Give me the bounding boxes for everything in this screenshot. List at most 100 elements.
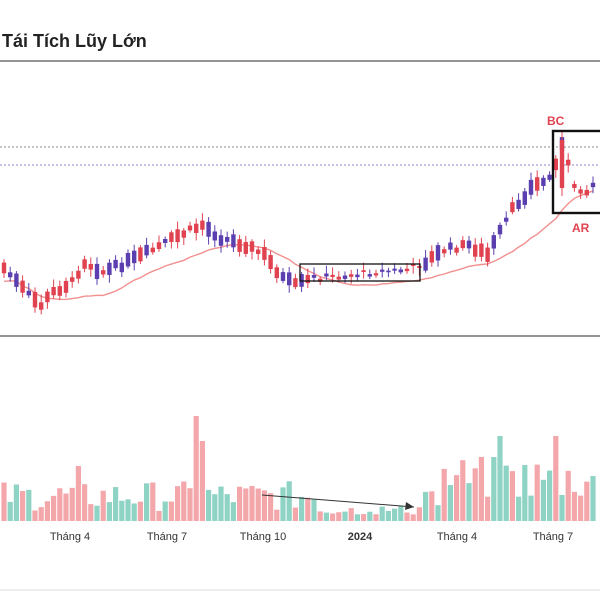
candle-body xyxy=(63,280,69,293)
candle xyxy=(218,229,224,253)
volume-bar xyxy=(361,514,367,521)
candle-body xyxy=(262,246,267,260)
volume-bar xyxy=(212,494,218,521)
candle-body xyxy=(94,263,100,280)
candle-body xyxy=(330,274,335,277)
candle-body xyxy=(541,177,546,186)
candle xyxy=(361,262,366,279)
volume-bar xyxy=(32,510,38,521)
candle-body xyxy=(380,269,385,272)
volume-bar xyxy=(466,483,472,521)
candle xyxy=(206,217,211,245)
volume-bar xyxy=(175,486,181,521)
volume-bar xyxy=(559,494,565,521)
candle-body xyxy=(497,224,503,235)
candle xyxy=(94,257,100,285)
volume-bar xyxy=(534,464,540,521)
volume-bar xyxy=(82,484,88,521)
volume-bar xyxy=(367,511,373,521)
candle-body xyxy=(194,223,199,233)
candle-body xyxy=(200,220,205,230)
candle xyxy=(194,218,199,241)
volume-bar xyxy=(69,487,75,521)
volume-bar xyxy=(441,468,447,521)
volume-bar xyxy=(206,489,212,521)
candle-body xyxy=(510,202,515,213)
candle-body xyxy=(249,241,255,252)
chart-title: Tái Tích Lũy Lớn xyxy=(2,31,147,51)
candle-body xyxy=(132,250,137,264)
candle-body xyxy=(280,272,286,281)
candle-body xyxy=(287,272,292,286)
annotation-ar: AR xyxy=(572,221,590,235)
x-tick-label: Tháng 10 xyxy=(240,531,286,543)
candle xyxy=(497,222,503,239)
candle-layer xyxy=(1,130,596,315)
volume-bar xyxy=(292,507,298,521)
volume-bar xyxy=(323,512,329,521)
volume-bar xyxy=(156,510,162,521)
candle xyxy=(181,228,186,245)
candle xyxy=(125,249,131,269)
candle-buying-climax xyxy=(559,130,565,196)
candle xyxy=(541,175,546,191)
candle xyxy=(1,259,7,278)
volume-bar xyxy=(379,506,385,521)
volume-bar xyxy=(13,484,19,521)
candle-body xyxy=(361,270,366,273)
candle xyxy=(76,265,81,284)
candle-body xyxy=(485,247,490,262)
candle xyxy=(274,264,279,284)
candle-body xyxy=(386,270,391,273)
volume-bar xyxy=(137,501,143,521)
candle-body xyxy=(590,182,596,188)
candle-body xyxy=(584,189,589,196)
candle-body xyxy=(243,241,248,254)
candle xyxy=(398,266,403,275)
candle xyxy=(324,265,329,281)
volume-bar xyxy=(224,494,230,521)
candle-body xyxy=(373,273,379,276)
volume-bar xyxy=(261,490,267,521)
volume-bar xyxy=(423,491,429,521)
candle xyxy=(584,185,589,198)
volume-bar xyxy=(410,514,416,521)
volume-trend-arrow xyxy=(261,494,415,510)
x-tick-label: Tháng 7 xyxy=(147,531,187,543)
volume-bar xyxy=(565,470,571,521)
candle xyxy=(175,221,180,249)
candle xyxy=(144,237,149,259)
volume-bar xyxy=(354,514,360,521)
volume-bar xyxy=(540,479,546,521)
candle xyxy=(485,242,490,267)
candle-body xyxy=(187,225,193,231)
moving-average-line xyxy=(3,190,594,301)
volume-bar xyxy=(305,497,311,521)
candle xyxy=(231,229,236,253)
volume-bar xyxy=(119,500,125,521)
candle-body xyxy=(566,159,571,166)
candle-body xyxy=(113,259,118,269)
volume-bar xyxy=(63,493,69,521)
volume-bar xyxy=(522,465,528,521)
candle-body xyxy=(553,158,558,171)
candle xyxy=(510,196,515,215)
candle-body xyxy=(237,239,242,252)
candle-body xyxy=(572,183,577,188)
candle xyxy=(590,176,596,194)
volume-bar xyxy=(416,507,422,521)
candle-body xyxy=(473,244,478,257)
arrow-shaft xyxy=(261,494,415,508)
candle-body xyxy=(76,270,81,279)
candle-body xyxy=(404,268,410,272)
volume-bar xyxy=(435,505,441,521)
candle xyxy=(26,282,31,299)
volume-bar xyxy=(44,501,50,521)
candle-body xyxy=(442,249,447,254)
candle xyxy=(429,245,434,267)
candle-body xyxy=(547,174,552,180)
candle xyxy=(411,257,416,274)
candle-body xyxy=(70,277,75,282)
candle xyxy=(138,245,143,264)
candle-body xyxy=(88,264,93,270)
